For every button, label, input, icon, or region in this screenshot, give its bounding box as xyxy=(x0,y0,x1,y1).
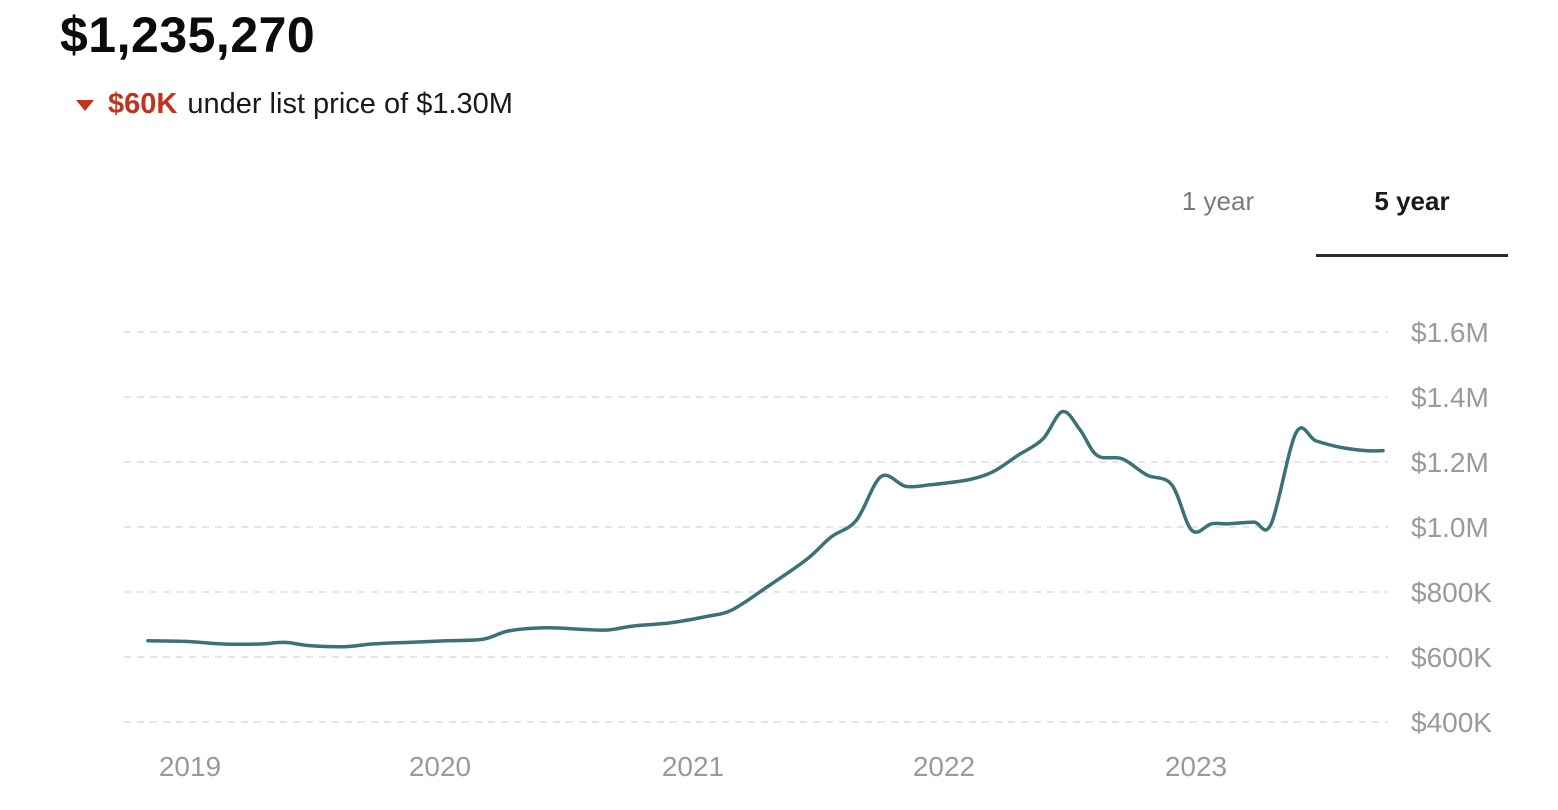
delta-text: under list price of $1.30M xyxy=(187,88,513,120)
y-tick-label: $800K xyxy=(1411,577,1492,608)
y-tick-label: $400K xyxy=(1411,707,1492,738)
y-tick-label: $1.4M xyxy=(1411,382,1489,413)
tab-1-year[interactable]: 1 year xyxy=(1181,186,1255,216)
sale-price: $1,235,270 xyxy=(60,7,316,63)
price-delta: $60K under list price of $1.30M xyxy=(76,88,513,121)
y-tick-label: $1.6M xyxy=(1411,317,1489,348)
x-tick-label: 2023 xyxy=(1165,751,1227,782)
y-tick-label: $1.0M xyxy=(1411,512,1489,543)
delta-amount: $60K xyxy=(108,88,178,120)
price-series-line xyxy=(146,409,1385,649)
active-tab-underline xyxy=(1316,254,1508,257)
down-triangle-icon xyxy=(76,100,94,111)
x-tick-label: 2021 xyxy=(662,751,724,782)
x-tick-label: 2022 xyxy=(913,751,975,782)
y-tick-label: $600K xyxy=(1411,642,1492,673)
x-tick-label: 2019 xyxy=(159,751,221,782)
y-tick-label: $1.2M xyxy=(1411,447,1489,478)
x-tick-label: 2020 xyxy=(409,751,471,782)
tab-5-year[interactable]: 5 year xyxy=(1374,186,1450,216)
